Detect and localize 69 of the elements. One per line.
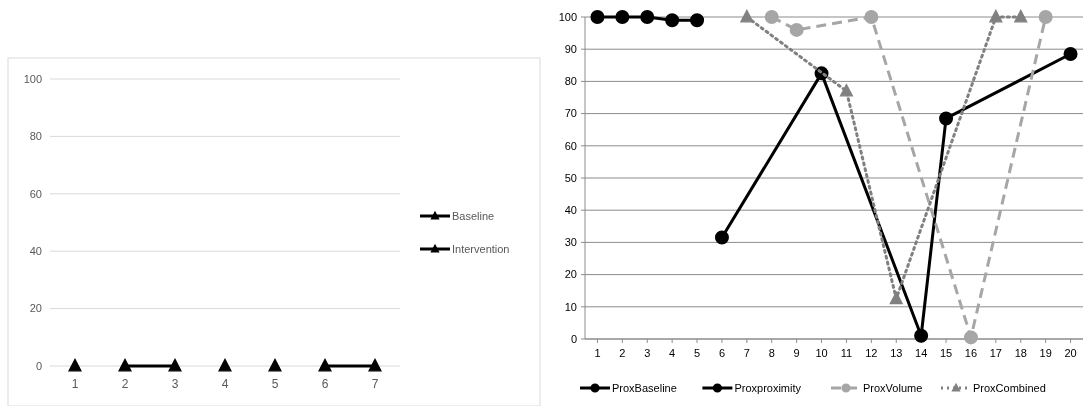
x-tick-label: 15 — [939, 347, 953, 359]
y-tick-label: 80 — [564, 75, 577, 88]
y-tick-label: 80 — [29, 130, 42, 143]
point — [615, 10, 630, 24]
point — [889, 291, 903, 305]
y-tick-label: 0 — [570, 332, 577, 345]
x-tick-label: 9 — [793, 347, 800, 359]
y-tick-label: 50 — [564, 171, 577, 184]
y-tick-label: 20 — [564, 268, 577, 281]
x-tick-label: 7 — [743, 347, 750, 359]
x-tick-label: 4 — [669, 347, 676, 359]
x-tick-label: 6 — [321, 377, 329, 391]
point — [764, 10, 779, 24]
x-tick-label: 20 — [1064, 347, 1077, 359]
y-tick-label: 0 — [35, 359, 42, 372]
x-tick-label: 17 — [989, 347, 1002, 359]
point — [864, 10, 879, 24]
y-tick-label: 40 — [29, 245, 42, 258]
point — [690, 13, 705, 28]
y-tick-label: 60 — [29, 187, 42, 200]
legend-label: ProxCombined — [973, 381, 1046, 394]
legend-label: Proxproximity — [734, 381, 802, 394]
x-tick-label: 11 — [840, 347, 853, 359]
x-tick-label: 19 — [1039, 347, 1052, 359]
point — [839, 83, 854, 97]
point — [714, 230, 729, 245]
x-tick-label: 12 — [865, 347, 878, 359]
x-tick-label: 14 — [915, 347, 928, 359]
y-tick-label: 10 — [564, 300, 577, 313]
x-tick-label: 7 — [371, 377, 379, 391]
x-tick-label: 16 — [964, 347, 978, 359]
legend-label: ProxVolume — [863, 381, 923, 394]
legend-label: Baseline — [452, 209, 495, 222]
x-tick-label: 3 — [171, 377, 179, 391]
point — [1014, 9, 1028, 23]
y-tick-label: 90 — [564, 43, 577, 56]
point — [939, 111, 954, 126]
x-tick-label: 4 — [221, 377, 229, 391]
y-tick-label: 100 — [558, 10, 577, 23]
y-tick-label: 70 — [564, 107, 577, 120]
point — [740, 9, 754, 23]
point — [789, 22, 804, 37]
x-tick-label: 5 — [271, 377, 279, 391]
x-tick-label: 2 — [619, 347, 626, 359]
legend-label: ProxBaseline — [612, 381, 677, 394]
x-tick-label: 13 — [890, 347, 903, 359]
x-tick-label: 2 — [121, 377, 129, 391]
x-tick-label: 18 — [1014, 347, 1027, 359]
y-tick-label: 40 — [564, 204, 577, 217]
legend-label: Intervention — [452, 242, 510, 255]
point — [1038, 10, 1053, 24]
x-tick-label: 1 — [594, 347, 601, 359]
point — [1063, 47, 1078, 62]
point — [914, 328, 929, 343]
x-tick-label: 3 — [644, 347, 651, 359]
x-tick-label: 10 — [815, 347, 828, 359]
point — [640, 10, 655, 24]
y-tick-label: 30 — [564, 236, 577, 249]
y-tick-label: 20 — [29, 302, 42, 315]
point — [590, 10, 605, 24]
point — [665, 13, 680, 28]
y-tick-label: 100 — [23, 72, 42, 85]
point — [989, 9, 1003, 23]
point — [963, 330, 978, 345]
x-tick-label: 1 — [71, 377, 79, 391]
x-tick-label: 6 — [718, 347, 726, 359]
x-tick-label: 5 — [693, 347, 701, 359]
y-tick-label: 60 — [564, 139, 577, 152]
x-tick-label: 8 — [768, 347, 775, 359]
